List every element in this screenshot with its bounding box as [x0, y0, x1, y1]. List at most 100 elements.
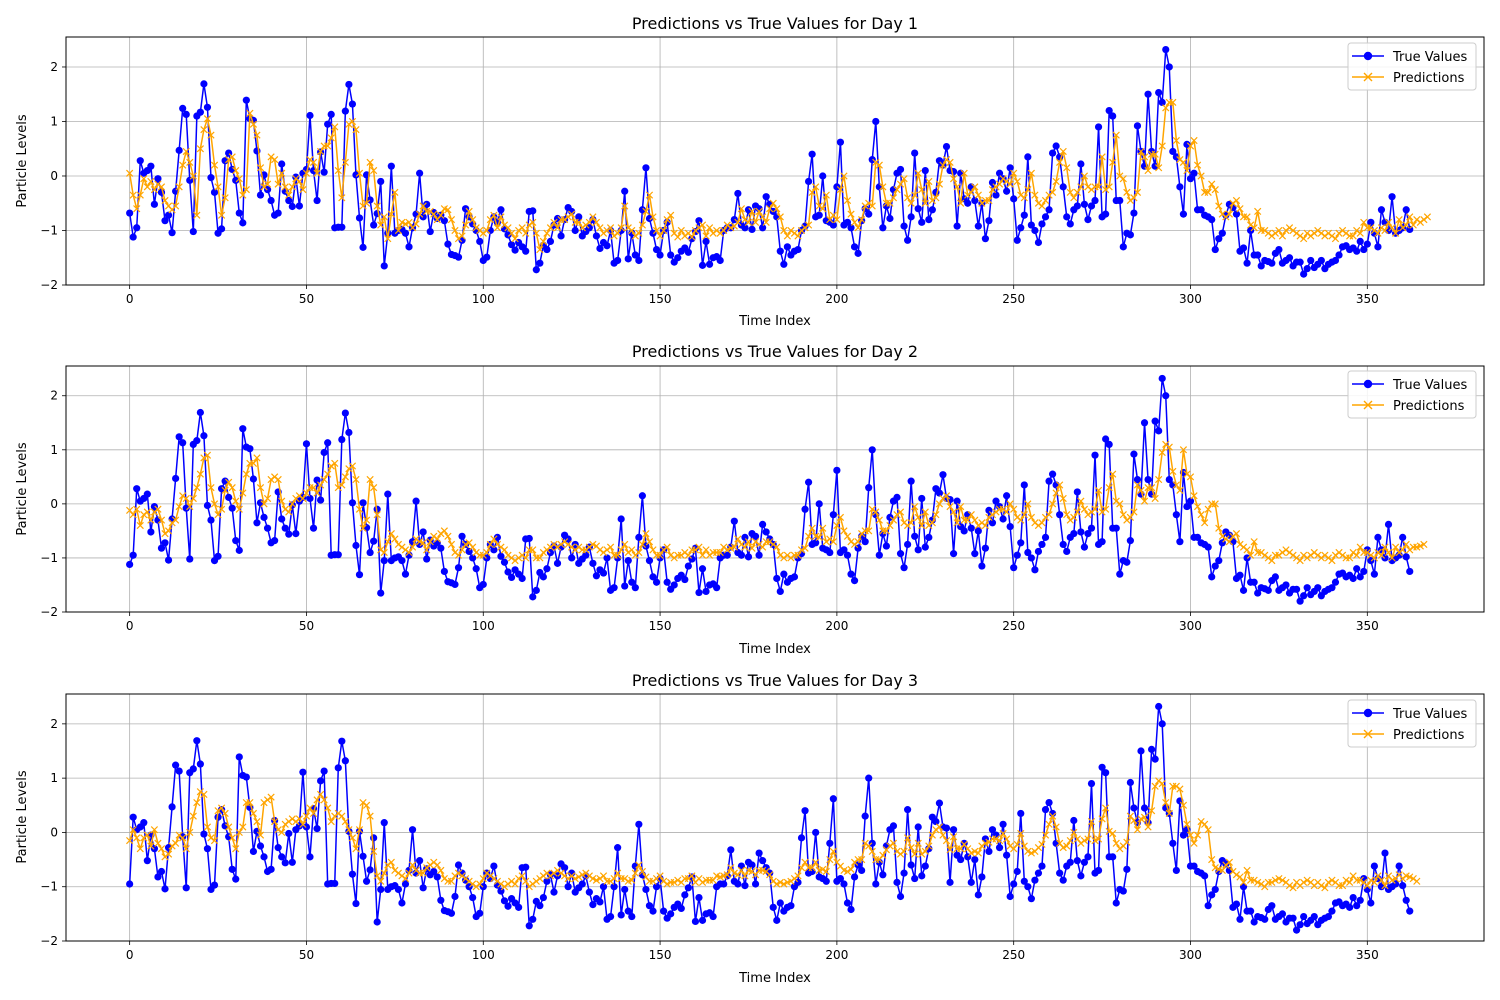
true-value-point — [1133, 122, 1142, 130]
true-value-point — [716, 256, 724, 265]
prediction-point — [278, 828, 286, 837]
true-value-point — [1374, 533, 1382, 541]
true-value-point — [1172, 511, 1180, 519]
true-value-point — [157, 544, 166, 552]
true-value-point — [1003, 492, 1011, 500]
prediction-point — [1215, 202, 1223, 210]
true-value-point — [309, 524, 318, 532]
prediction-point — [196, 145, 204, 153]
prediction-point — [847, 865, 855, 873]
prediction-point — [1186, 142, 1195, 150]
prediction-point — [688, 233, 696, 241]
true-value-point — [419, 884, 427, 892]
true-value-point — [133, 224, 141, 232]
true-value-point — [214, 552, 222, 560]
prediction-point — [299, 820, 307, 828]
true-value-point — [1070, 530, 1078, 538]
true-value-point — [730, 517, 738, 525]
prediction-point — [140, 175, 148, 183]
prediction-point — [617, 224, 625, 232]
prediction-point — [1423, 213, 1432, 221]
true-value-point — [1140, 804, 1149, 812]
true-value-point — [1172, 866, 1180, 875]
prediction-point — [143, 831, 151, 839]
true-value-point — [751, 532, 760, 540]
prediction-point — [900, 175, 908, 183]
prediction-point — [327, 817, 335, 826]
prediction-point — [352, 475, 360, 484]
prediction-point — [483, 226, 491, 235]
true-value-point — [971, 855, 979, 864]
true-value-point — [536, 902, 544, 910]
prediction-point — [744, 538, 753, 546]
prediction-point — [1116, 500, 1124, 508]
prediction-point — [886, 521, 894, 530]
prediction-point — [1243, 213, 1251, 221]
prediction-point — [1052, 489, 1060, 497]
prediction-point — [1162, 104, 1170, 112]
y-axis-label-day-1: Particle Levels — [15, 114, 30, 207]
x-tick-label-day-3: 300 — [1179, 948, 1202, 962]
x-tick-label-day-2: 200 — [825, 619, 848, 633]
true-value-point — [755, 849, 763, 857]
y-axis-label-day-2: Particle Levels — [15, 442, 30, 535]
prediction-point — [843, 196, 852, 205]
prediction-point — [1381, 882, 1389, 890]
true-value-point — [1034, 238, 1043, 247]
prediction-point — [663, 880, 671, 888]
prediction-point — [967, 511, 975, 519]
prediction-point — [1010, 505, 1018, 513]
x-tick-label-day-2: 100 — [472, 619, 495, 633]
prediction-point — [217, 804, 226, 812]
true-value-point — [532, 266, 540, 274]
x-axis-label-day-3: Time Index — [738, 971, 811, 986]
prediction-point — [309, 158, 318, 166]
prediction-point — [1094, 835, 1103, 843]
prediction-point — [1360, 218, 1368, 226]
prediction-point — [744, 218, 753, 226]
true-value-point — [1303, 584, 1311, 592]
prediction-point — [246, 798, 254, 807]
true-value-point — [1296, 597, 1304, 605]
true-value-point — [568, 207, 576, 216]
prediction-point — [1094, 486, 1103, 494]
true-value-point — [147, 162, 155, 170]
prediction-point — [196, 470, 204, 478]
true-value-point — [1116, 196, 1124, 205]
prediction-point — [1063, 511, 1071, 519]
prediction-point — [773, 543, 781, 551]
true-value-point — [281, 859, 289, 867]
prediction-point — [387, 210, 395, 218]
true-value-point — [1176, 183, 1184, 191]
true-value-point — [278, 160, 286, 168]
true-value-point — [302, 440, 311, 448]
true-value-point — [1148, 745, 1156, 753]
prediction-point — [1236, 873, 1244, 881]
prediction-point — [1172, 136, 1180, 145]
prediction-point — [171, 516, 180, 524]
prediction-point — [543, 229, 551, 237]
prediction-point — [1158, 448, 1166, 457]
true-value-point — [1232, 900, 1241, 908]
true-value-point — [1126, 537, 1134, 545]
true-value-point — [1151, 417, 1159, 425]
prediction-point — [193, 484, 201, 492]
prediction-point — [865, 527, 873, 535]
prediction-point — [1105, 183, 1113, 191]
prediction-point — [702, 546, 710, 554]
prediction-point — [401, 874, 410, 883]
prediction-point — [1109, 829, 1117, 838]
true-value-point — [1165, 475, 1173, 484]
prediction-point — [720, 226, 728, 235]
true-value-point — [1080, 858, 1089, 866]
true-value-point — [865, 774, 873, 782]
true-value-point — [748, 861, 756, 869]
prediction-point — [1105, 484, 1113, 492]
prediction-point — [628, 876, 636, 884]
true-value-point — [624, 255, 632, 263]
true-value-point — [401, 570, 410, 578]
prediction-point — [189, 812, 197, 820]
prediction-point — [260, 500, 268, 508]
true-value-point — [1300, 270, 1308, 278]
prediction-point — [1395, 215, 1403, 224]
